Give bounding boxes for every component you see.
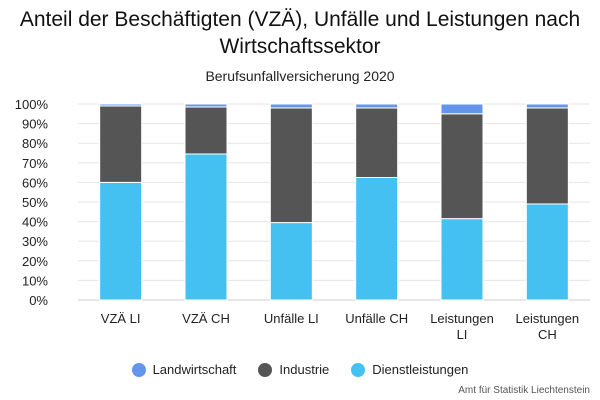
y-tick-label: 40%	[22, 215, 48, 230]
bar-segment-landwirtschaft[interactable]	[355, 103, 399, 109]
legend: Landwirtschaft Industrie Dienstleistungen	[0, 362, 600, 377]
bar-segment-industrie[interactable]	[355, 107, 399, 178]
legend-label: Industrie	[279, 362, 330, 377]
y-tick-label: 80%	[22, 136, 48, 151]
legend-item-industrie[interactable]: Industrie	[258, 362, 329, 377]
chart-subtitle: Berufsunfallversicherung 2020	[205, 68, 395, 84]
bar-segment-landwirtschaft[interactable]	[440, 103, 484, 115]
bar-segment-landwirtschaft[interactable]	[525, 103, 569, 109]
x-tick-label: Unfälle LI	[264, 311, 319, 326]
x-tick-label: LI	[457, 327, 468, 342]
x-tick-label: CH	[538, 327, 557, 342]
y-tick-label: 70%	[22, 156, 48, 171]
x-tick-label: VZÄ LI	[101, 311, 141, 326]
bar-segment-dienstleistungen[interactable]	[355, 177, 399, 301]
legend-swatch	[351, 362, 366, 377]
bar-segment-dienstleistungen[interactable]	[99, 181, 143, 301]
y-tick-label: 50%	[22, 195, 48, 210]
legend-swatch	[131, 362, 146, 377]
y-tick-label: 30%	[22, 234, 48, 249]
bar-segment-industrie[interactable]	[525, 107, 569, 205]
legend-swatch	[258, 362, 273, 377]
y-tick-label: 100%	[15, 97, 49, 112]
legend-label: Dienstleistungen	[372, 362, 469, 377]
bar-segment-dienstleistungen[interactable]	[440, 218, 484, 301]
legend-item-dienstleistungen[interactable]: Dienstleistungen	[351, 362, 468, 377]
bar-segment-industrie[interactable]	[99, 105, 143, 183]
y-tick-label: 90%	[22, 117, 48, 132]
y-tick-label: 0%	[29, 293, 48, 308]
bar-segment-industrie[interactable]	[269, 107, 313, 224]
x-tick-label: Leistungen	[516, 311, 580, 326]
x-tick-label: Unfälle CH	[345, 311, 408, 326]
bar-segment-landwirtschaft[interactable]	[184, 103, 228, 108]
chart-title: Anteil der Beschäftigten (VZÄ), Unfälle …	[19, 8, 581, 58]
bar-segment-dienstleistungen[interactable]	[525, 203, 569, 301]
bar-segment-landwirtschaft[interactable]	[99, 103, 143, 107]
y-tick-label: 60%	[22, 175, 48, 190]
legend-label: Landwirtschaft	[152, 362, 237, 377]
bar-segment-industrie[interactable]	[440, 113, 484, 220]
y-tick-label: 10%	[22, 273, 48, 288]
x-tick-label: VZÄ CH	[182, 311, 230, 326]
bar-segment-dienstleistungen[interactable]	[269, 222, 313, 301]
bar-segment-dienstleistungen[interactable]	[184, 153, 228, 301]
legend-item-landwirtschaft[interactable]: Landwirtschaft	[131, 362, 237, 377]
x-tick-label: Leistungen	[430, 311, 494, 326]
y-tick-label: 20%	[22, 254, 48, 269]
bar-segment-landwirtschaft[interactable]	[269, 103, 313, 109]
bar-segment-industrie[interactable]	[184, 106, 228, 155]
credit: Amt für Statistik Liechtenstein	[458, 385, 590, 396]
